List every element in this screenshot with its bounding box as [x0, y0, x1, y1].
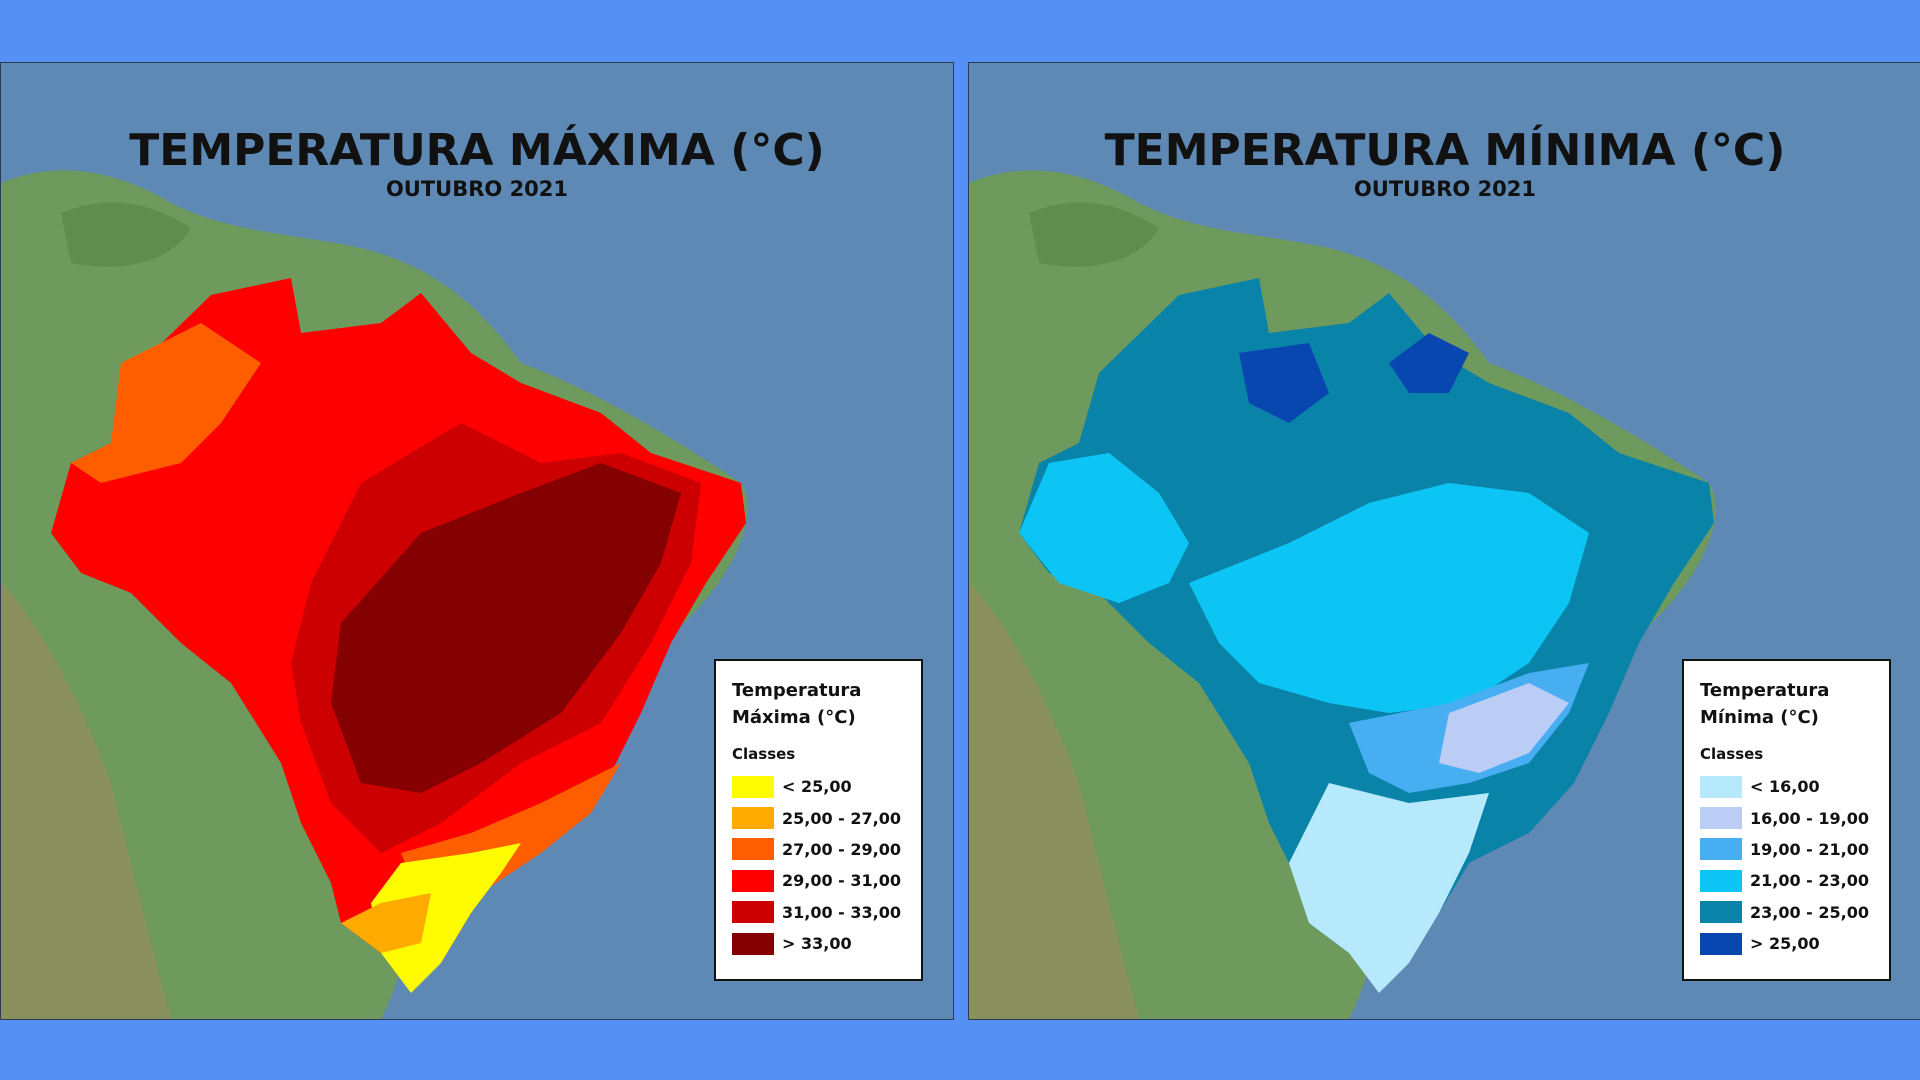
- legend-swatch: [1700, 869, 1742, 892]
- map-title: TEMPERATURA MÍNIMA (°C): [1104, 125, 1786, 176]
- legend-swatch: [732, 775, 774, 798]
- legend-item: > 33,00: [732, 928, 905, 959]
- legend-item: 23,00 - 25,00: [1700, 897, 1873, 928]
- legend-label: < 25,00: [782, 777, 852, 797]
- max-temperature-map: [1, 63, 953, 1019]
- legend-title-line2: Máxima (°C): [732, 707, 856, 728]
- legend-swatch: [1700, 932, 1742, 955]
- brazil-temperature-zones: [1019, 278, 1714, 993]
- map-title: TEMPERATURA MÁXIMA (°C): [129, 125, 825, 176]
- legend-title-line1: Temperatura: [732, 680, 862, 701]
- min-temperature-map-panel: TEMPERATURA MÍNIMA (°C) OUTUBRO 2021 Tem…: [968, 62, 1920, 1020]
- legend-swatch: [732, 807, 774, 830]
- map-subtitle: OUTUBRO 2021: [1353, 177, 1537, 201]
- legend-swatch: [732, 901, 774, 924]
- legend-swatch: [1700, 838, 1742, 861]
- map-legend: Temperatura Máxima (°C) Classes < 25,00 2…: [714, 659, 923, 981]
- legend-item: > 25,00: [1700, 928, 1873, 959]
- legend-label: 19,00 - 21,00: [1750, 839, 1869, 859]
- legend-item: < 16,00: [1700, 771, 1873, 802]
- brazil-temperature-zones: [51, 278, 746, 993]
- legend-label: 27,00 - 29,00: [782, 839, 901, 859]
- legend-label: > 25,00: [1750, 934, 1820, 954]
- legend-label: 16,00 - 19,00: [1750, 808, 1869, 828]
- legend-items: < 25,00 25,00 - 27,00 27,00 - 29,00 29,00 -…: [732, 771, 905, 959]
- legend-items: < 16,00 16,00 - 19,00 19,00 - 21,00 21,00 -…: [1700, 771, 1873, 959]
- legend-label: 23,00 - 25,00: [1750, 902, 1869, 922]
- map-legend: Temperatura Mínima (°C) Classes < 16,00 1…: [1682, 659, 1891, 981]
- legend-item: < 25,00: [732, 771, 905, 802]
- legend-label: 31,00 - 33,00: [782, 902, 901, 922]
- legend-classes-label: Classes: [1700, 745, 1764, 763]
- legend-label: < 16,00: [1750, 777, 1820, 797]
- legend-swatch: [1700, 807, 1742, 830]
- legend-swatch: [732, 838, 774, 861]
- legend-label: > 33,00: [782, 934, 852, 954]
- max-temperature-map-panel: TEMPERATURA MÁXIMA (°C) OUTUBRO 2021 Tem…: [0, 62, 954, 1020]
- legend-item: 29,00 - 31,00: [732, 865, 905, 896]
- legend-label: 21,00 - 23,00: [1750, 871, 1869, 891]
- legend-item: 27,00 - 29,00: [732, 834, 905, 865]
- min-temperature-map: [969, 63, 1920, 1019]
- legend-item: 16,00 - 19,00: [1700, 802, 1873, 833]
- legend-title-line2: Mínima (°C): [1700, 707, 1819, 728]
- legend-label: 25,00 - 27,00: [782, 808, 901, 828]
- legend-label: 29,00 - 31,00: [782, 871, 901, 891]
- legend-item: 25,00 - 27,00: [732, 802, 905, 833]
- legend-item: 31,00 - 33,00: [732, 897, 905, 928]
- legend-swatch: [732, 932, 774, 955]
- legend-title-line1: Temperatura: [1700, 680, 1830, 701]
- legend-classes-label: Classes: [732, 745, 796, 763]
- legend-swatch: [732, 869, 774, 892]
- legend-item: 19,00 - 21,00: [1700, 834, 1873, 865]
- legend-swatch: [1700, 901, 1742, 924]
- map-subtitle: OUTUBRO 2021: [385, 177, 569, 201]
- legend-swatch: [1700, 775, 1742, 798]
- legend-item: 21,00 - 23,00: [1700, 865, 1873, 896]
